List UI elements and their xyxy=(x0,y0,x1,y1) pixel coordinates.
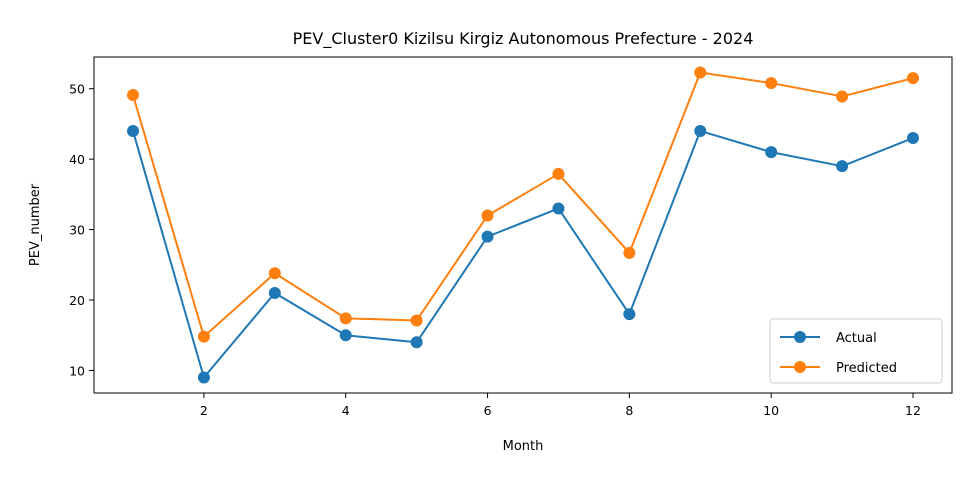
data-point-actual xyxy=(481,230,494,243)
y-tick-label: 10 xyxy=(69,363,85,378)
x-tick-label: 2 xyxy=(200,403,208,418)
plot-area xyxy=(127,66,919,384)
data-point-actual xyxy=(410,336,423,349)
x-axis-label: Month xyxy=(503,439,544,454)
legend: Actual Predicted xyxy=(769,318,943,384)
series-line-actual xyxy=(132,129,914,379)
data-point-predicted xyxy=(339,312,352,325)
y-tick-label: 50 xyxy=(69,82,85,97)
data-point-actual xyxy=(339,329,352,342)
chart-title: PEV_Cluster0 Kizilsu Kirgiz Autonomous P… xyxy=(293,29,754,49)
x-tick-label: 4 xyxy=(342,403,350,418)
y-tick-label: 40 xyxy=(69,152,85,167)
data-point-predicted xyxy=(836,90,849,103)
data-point-actual xyxy=(197,371,210,384)
data-point-predicted xyxy=(694,66,707,79)
data-point-actual xyxy=(836,160,849,173)
data-point-actual xyxy=(127,124,139,137)
y-axis-label: PEV_number xyxy=(28,183,43,266)
series-line-predicted xyxy=(132,71,914,338)
y-tick-label: 20 xyxy=(69,293,85,308)
data-point-actual xyxy=(907,132,919,145)
data-point-predicted xyxy=(623,246,636,259)
legend-label-actual: Actual xyxy=(836,331,877,346)
data-point-actual xyxy=(552,202,565,215)
data-point-predicted xyxy=(907,72,919,85)
data-point-actual xyxy=(268,286,281,299)
data-point-predicted xyxy=(410,314,423,327)
plot-frame xyxy=(93,56,953,394)
data-point-predicted xyxy=(765,77,778,90)
x-tick-label: 10 xyxy=(763,403,779,418)
data-point-predicted xyxy=(268,267,281,280)
x-tick-label: 12 xyxy=(905,403,921,418)
y-tick-label: 30 xyxy=(69,223,85,238)
x-tick-label: 8 xyxy=(625,403,633,418)
legend-label-predicted: Predicted xyxy=(836,361,897,376)
data-point-predicted xyxy=(552,167,565,180)
x-tick-label: 6 xyxy=(484,403,492,418)
data-point-predicted xyxy=(481,209,494,222)
data-point-actual xyxy=(765,146,778,159)
axes-ticks: 2 4 6 8 10 12 10 20 30 40 50 xyxy=(69,82,921,418)
data-point-actual xyxy=(623,308,636,321)
legend-marker-actual xyxy=(794,331,806,343)
legend-marker-predicted xyxy=(794,361,806,373)
data-point-predicted xyxy=(127,89,139,102)
data-point-actual xyxy=(694,124,707,137)
data-point-predicted xyxy=(197,330,210,343)
